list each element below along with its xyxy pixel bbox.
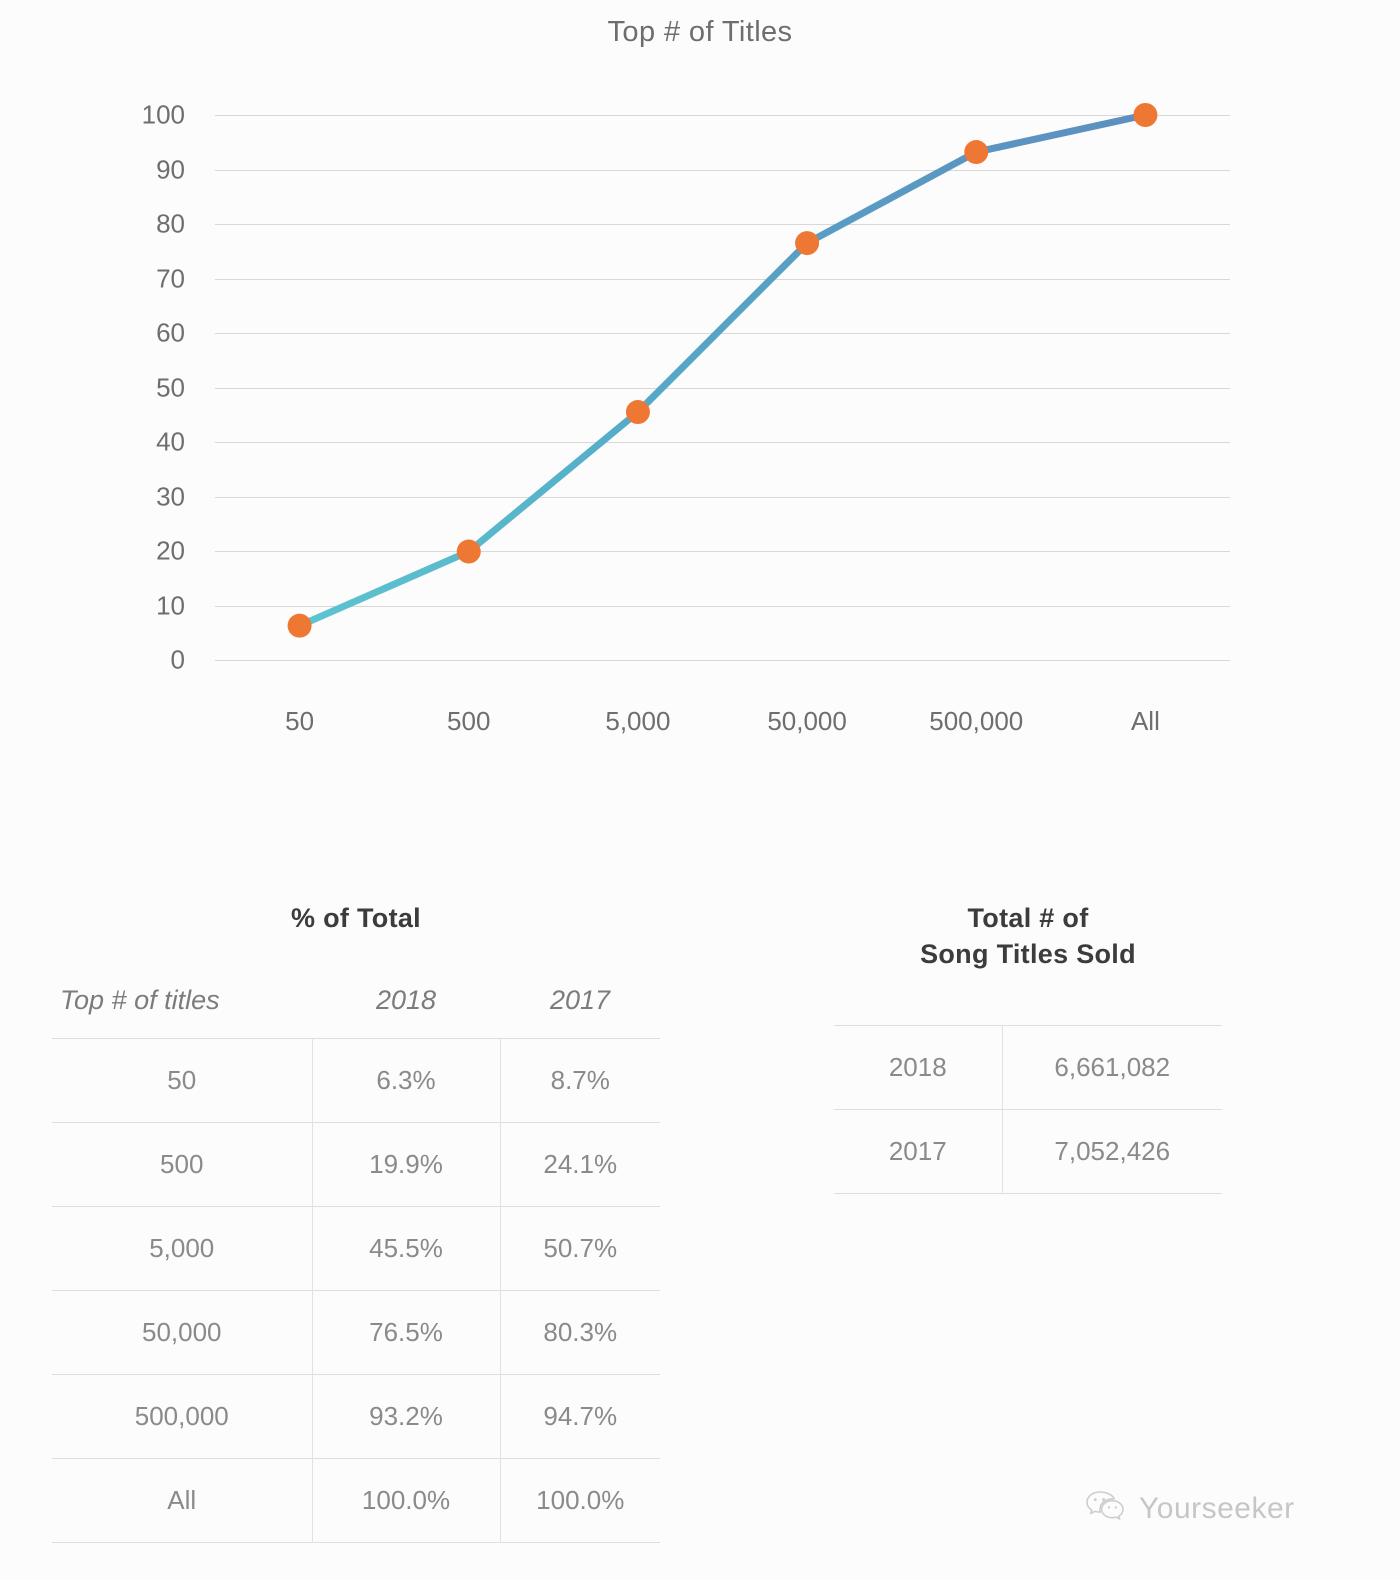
y-tick-label: 10: [156, 590, 185, 620]
table-header-row: Top # of titles 2018 2017: [52, 974, 660, 1039]
table-cell: 8.7%: [550, 1065, 610, 1096]
table-row: 50,000 76.5% 80.3%: [52, 1290, 660, 1375]
tables-section: % of Total Top # of titles 2018 2017 50 6…: [0, 900, 1400, 1580]
table-cell: 19.9%: [311, 1122, 501, 1207]
right-table-heading-line1: Total # of: [967, 903, 1089, 933]
data-point-marker: [456, 539, 481, 564]
y-axis-tick-labels: 100 90 80 70 60 50 40 30 20 10 0: [65, 100, 185, 675]
y-tick-label: 40: [156, 426, 185, 457]
data-point-marker: [625, 400, 650, 425]
x-tick-label: 500: [447, 706, 491, 736]
table-cell: 24.1%: [543, 1149, 618, 1180]
y-tick-label: 80: [156, 208, 185, 239]
total-titles-sold-table-block: Total # of Song Titles Sold 2018 6,661,08…: [834, 900, 1222, 1194]
table-cell: 80.3%: [543, 1317, 618, 1348]
x-axis-tick-labels: 50 500 5,000 50,000 500,000 All: [215, 706, 1230, 746]
table-cell: 6.3%: [311, 1038, 501, 1123]
data-point-marker: [287, 613, 312, 638]
table-cell: 5,000: [149, 1233, 215, 1264]
gridline: [215, 660, 1230, 661]
right-table-heading: Total # of Song Titles Sold: [834, 900, 1222, 973]
gridline: [215, 605, 1230, 607]
y-axis-title: % of Total: [0, 273, 5, 386]
table-cell: All: [167, 1485, 197, 1516]
column-header-2018: 2018: [375, 984, 437, 1015]
percent-of-total-table: Top # of titles 2018 2017 50 6.3% 8.7% 500 1…: [52, 974, 660, 1543]
percent-table-body: 50 6.3% 8.7% 500 19.9% 24.1% 5,000 45.5% 50.7% 50…: [52, 1038, 660, 1543]
gridline: [215, 333, 1230, 334]
table-cell: 7,052,426: [1001, 1109, 1222, 1194]
left-table-heading: % of Total: [291, 903, 421, 933]
chart-section: Top # of Titles % of Total 1009080706050…: [0, 0, 1400, 770]
table-cell: 76.5%: [311, 1290, 501, 1375]
y-tick-label: 50: [156, 372, 185, 402]
table-row: 5,000 45.5% 50.7%: [52, 1206, 660, 1291]
chart-line-series: [287, 103, 1158, 638]
x-tick-label: 50,000: [767, 706, 847, 736]
y-tick-label: 100: [141, 99, 185, 130]
gridline: [215, 115, 1230, 116]
y-tick-label: 70: [156, 263, 185, 293]
y-tick-label: 90: [156, 154, 185, 184]
gridline: [215, 278, 1230, 280]
total-table-body: 2018 6,661,082 2017 7,052,426: [834, 1025, 1222, 1194]
table-cell: 94.7%: [543, 1401, 618, 1432]
y-tick-label: 60: [156, 317, 185, 348]
table-cell: 6,661,082: [1001, 1025, 1222, 1110]
x-tick-label: All: [1130, 706, 1160, 736]
table-cell: 93.2%: [311, 1374, 501, 1459]
x-tick-label: 5,000: [605, 706, 671, 736]
table-cell: 45.5%: [311, 1206, 501, 1291]
table-cell: 50,000: [141, 1317, 222, 1348]
table-row: 500,000 93.2% 94.7%: [52, 1374, 660, 1459]
table-row: 2018 6,661,082: [834, 1025, 1222, 1110]
data-point-marker: [795, 231, 820, 256]
column-header-2017: 2017: [549, 984, 611, 1015]
table-row: 2017 7,052,426: [834, 1109, 1222, 1194]
table-cell: 100.0%: [536, 1485, 625, 1516]
table-cell: 2017: [888, 1135, 947, 1166]
watermark-label: Yourseeker: [1139, 1491, 1295, 1525]
column-header-top-num-titles: Top # of titles: [60, 984, 220, 1015]
watermark: Yourseeker: [1085, 1489, 1295, 1528]
gridline: [215, 442, 1230, 443]
y-tick-label: 0: [170, 644, 185, 675]
percent-of-total-table-block: % of Total Top # of titles 2018 2017 50 6…: [52, 900, 660, 1543]
y-tick-label: 30: [156, 481, 185, 511]
table-cell: 2018: [888, 1051, 947, 1082]
table-row: 50 6.3% 8.7%: [52, 1038, 660, 1123]
gridline: [215, 387, 1230, 389]
table-row: All 100.0% 100.0%: [52, 1458, 660, 1543]
y-tick-label: 20: [156, 535, 185, 566]
right-table-heading-line2: Song Titles Sold: [920, 939, 1136, 970]
table-cell: 50.7%: [543, 1233, 618, 1264]
table-cell: 500: [160, 1149, 204, 1180]
data-point-marker: [1133, 103, 1158, 127]
series-polyline: [296, 111, 1149, 630]
gridline: [215, 224, 1230, 225]
table-row: 500 19.9% 24.1%: [52, 1122, 660, 1207]
series-markers: [287, 103, 1158, 638]
gridline: [215, 169, 1230, 171]
total-titles-sold-table: 2018 6,661,082 2017 7,052,426: [834, 1025, 1222, 1194]
table-cell: 50: [167, 1065, 197, 1096]
data-point-marker: [964, 140, 989, 165]
chart-title: Top # of Titles: [607, 16, 793, 48]
gridline: [215, 496, 1230, 498]
wechat-icon: [1085, 1489, 1125, 1528]
x-tick-label: 50: [285, 706, 315, 736]
table-cell: 100.0%: [311, 1458, 501, 1543]
gridline: [215, 551, 1230, 552]
chart-plot-area: [215, 115, 1230, 661]
x-tick-label: 500,000: [929, 706, 1024, 736]
table-cell: 500,000: [134, 1401, 229, 1432]
